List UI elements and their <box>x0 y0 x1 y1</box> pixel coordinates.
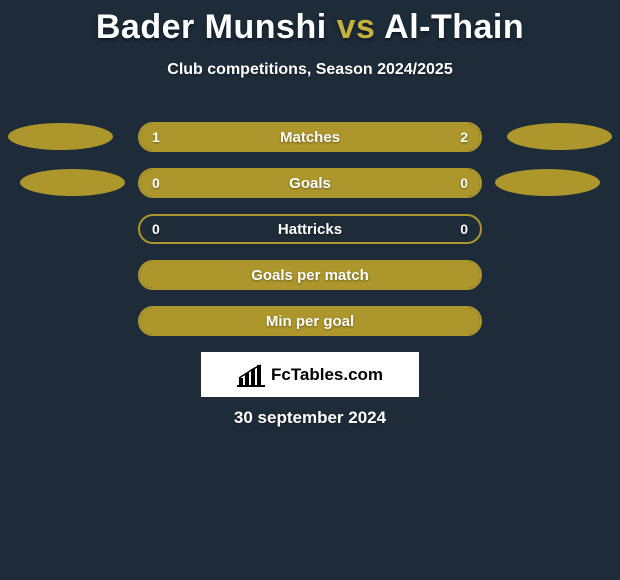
comparison-title: Bader Munshi vs Al-Thain <box>0 0 620 47</box>
stat-row: Goals per match <box>0 260 620 290</box>
stat-row: 00Hattricks <box>0 214 620 244</box>
stat-bar: 12Matches <box>138 122 482 152</box>
bars-icon <box>237 363 265 387</box>
left-value-ellipse <box>20 169 125 196</box>
stat-label: Matches <box>140 124 480 150</box>
stat-bar: 00Hattricks <box>138 214 482 244</box>
right-value-ellipse <box>507 123 612 150</box>
stat-label: Min per goal <box>140 308 480 334</box>
source-logo: FcTables.com <box>201 352 419 397</box>
stat-label: Goals per match <box>140 262 480 288</box>
stat-label: Goals <box>140 170 480 196</box>
stat-bar: Min per goal <box>138 306 482 336</box>
stat-rows: 12Matches 00Goals 00Hattricks Goals per mat… <box>0 122 620 352</box>
date-text: 30 september 2024 <box>0 408 620 428</box>
right-value-ellipse <box>495 169 600 196</box>
stat-bar: Goals per match <box>138 260 482 290</box>
stat-row: Min per goal <box>0 306 620 336</box>
player2-name: Al-Thain <box>384 8 524 46</box>
vs-separator: vs <box>337 8 376 46</box>
subtitle: Club competitions, Season 2024/2025 <box>0 61 620 79</box>
stat-row: 12Matches <box>0 122 620 152</box>
left-value-ellipse <box>8 123 113 150</box>
logo-text: FcTables.com <box>271 365 383 385</box>
stat-bar: 00Goals <box>138 168 482 198</box>
player1-name: Bader Munshi <box>96 8 327 46</box>
stat-row: 00Goals <box>0 168 620 198</box>
stat-label: Hattricks <box>140 216 480 242</box>
